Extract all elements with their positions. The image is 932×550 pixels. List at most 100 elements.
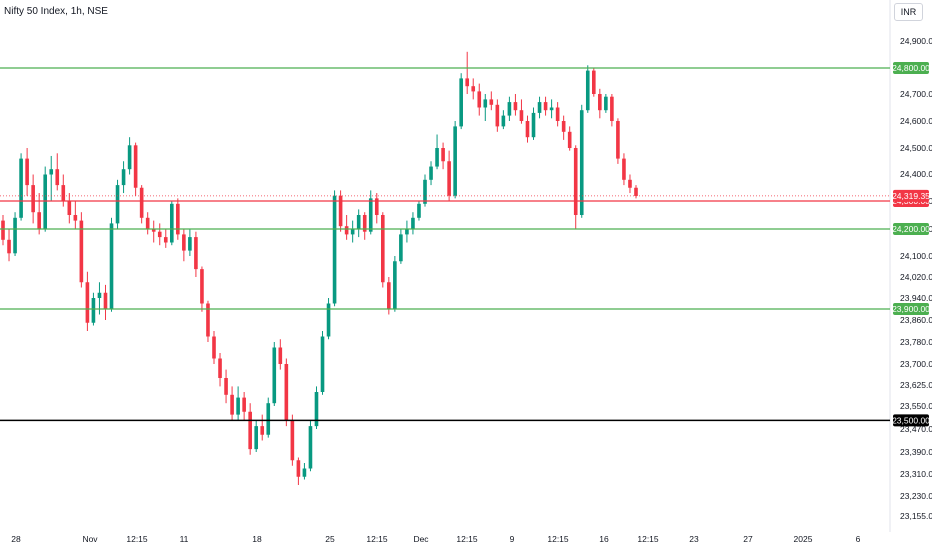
price-tick-label: 24,900.00 [900,36,932,46]
candle-body [121,169,126,186]
price-tick-label: 23,390.00 [900,447,932,457]
candle-body [350,229,355,235]
level-badge [893,223,929,235]
candle-body [399,234,403,262]
price-badges: 24,800.0024,300.0024,200.0023,900.0023,5… [892,62,930,427]
candle-body [495,104,500,127]
candle-body [91,298,96,323]
candle-body [459,78,463,127]
candle-body [296,460,301,477]
candle-body [73,215,78,221]
candle-body [374,198,379,215]
candle-body [320,336,325,392]
level-badge-label: 23,900.00 [892,304,930,314]
candle-body [242,397,246,412]
time-tick-label: 25 [325,534,335,544]
price-tick-label: 24,600.00 [900,116,932,126]
time-tick-label: 6 [856,534,861,544]
candle-body [200,269,204,304]
candle-body [525,121,530,138]
candle-body [127,145,132,170]
candle-body [393,261,397,309]
candle-body [555,107,560,121]
level-badge [893,62,929,74]
time-tick-label: 12:15 [456,534,478,544]
candle-body [67,201,72,215]
candle-body [453,126,457,196]
time-tick-label: 18 [252,534,262,544]
candle-body [477,91,482,108]
candle-body [362,215,367,232]
candle-body [194,237,198,270]
level-badge-label: 23,500.00 [892,415,930,425]
candle-body [435,148,439,167]
candle-body [585,70,590,111]
price-tick-label: 23,155.00 [900,511,932,521]
last-price-badge [893,189,929,202]
price-tick-label: 23,310.00 [900,469,932,479]
candle-body [284,364,289,421]
currency-button[interactable]: INR [894,3,923,21]
candle-body [176,203,180,235]
candle-body [411,217,415,229]
candle-body [610,96,614,121]
candle-body [266,403,271,435]
candle-body [531,112,536,138]
candle-body [519,110,524,121]
candle-body [206,303,210,337]
candle-body [157,231,162,238]
candle-body [326,303,331,337]
candle-body [405,229,409,235]
candle-body [579,110,584,215]
candle-body [628,179,632,188]
candle-body [272,347,277,404]
candle-body [573,148,578,215]
price-tick-label: 23,860.00 [900,315,932,325]
candle-body [224,378,228,395]
time-axis-labels: 28 Nov 12:15 11 18 25 12:15 Dec 12:15 9 12:15 16 12:… [11,534,860,544]
candle-body [368,198,373,232]
candle-body [49,169,54,175]
time-tick-label: 12:15 [637,534,659,544]
chart-title: Nifty 50 Index, 1h, NSE [4,6,108,17]
candle-body [423,179,427,204]
candle-body [622,158,626,180]
candle-body [543,102,548,111]
candle-body [302,468,307,477]
candle-body [61,185,66,201]
price-axis-labels: 24,900.00 24,700.00 24,600.00 24,500.00 24,4… [900,36,932,521]
candle-body [139,187,144,218]
candle-body [133,145,138,188]
candle-body [212,336,216,359]
candle-body [163,237,168,243]
price-tick-label: 24,500.00 [900,143,932,153]
candle-body [567,131,572,148]
time-tick-label: 2025 [794,534,813,544]
candle-body [417,203,421,218]
price-tick-label: 23,550.00 [900,401,932,411]
candle-body [19,158,23,218]
candle-body [7,239,11,254]
candle-body [471,86,476,92]
time-tick-label: 11 [180,534,189,544]
level-badge [893,414,929,427]
time-tick-label: 27 [743,534,753,544]
candle-body [109,223,114,309]
candle-body [37,212,41,229]
candle-body [429,166,433,180]
price-tick-label: 23,780.00 [900,337,932,347]
candle-body [634,187,638,196]
candle-body [31,185,35,213]
candle-body [332,195,337,304]
candle-body [501,115,506,127]
price-tick-label: 23,230.00 [900,491,932,501]
candle-body [79,220,84,283]
candle-body [169,203,174,243]
price-tick-label: 24,100.00 [900,251,932,261]
candle-body [43,174,48,229]
candle-body [278,347,283,364]
candle-series [1,51,638,485]
candle-body [290,420,295,461]
time-tick-label: 12:15 [547,534,569,544]
